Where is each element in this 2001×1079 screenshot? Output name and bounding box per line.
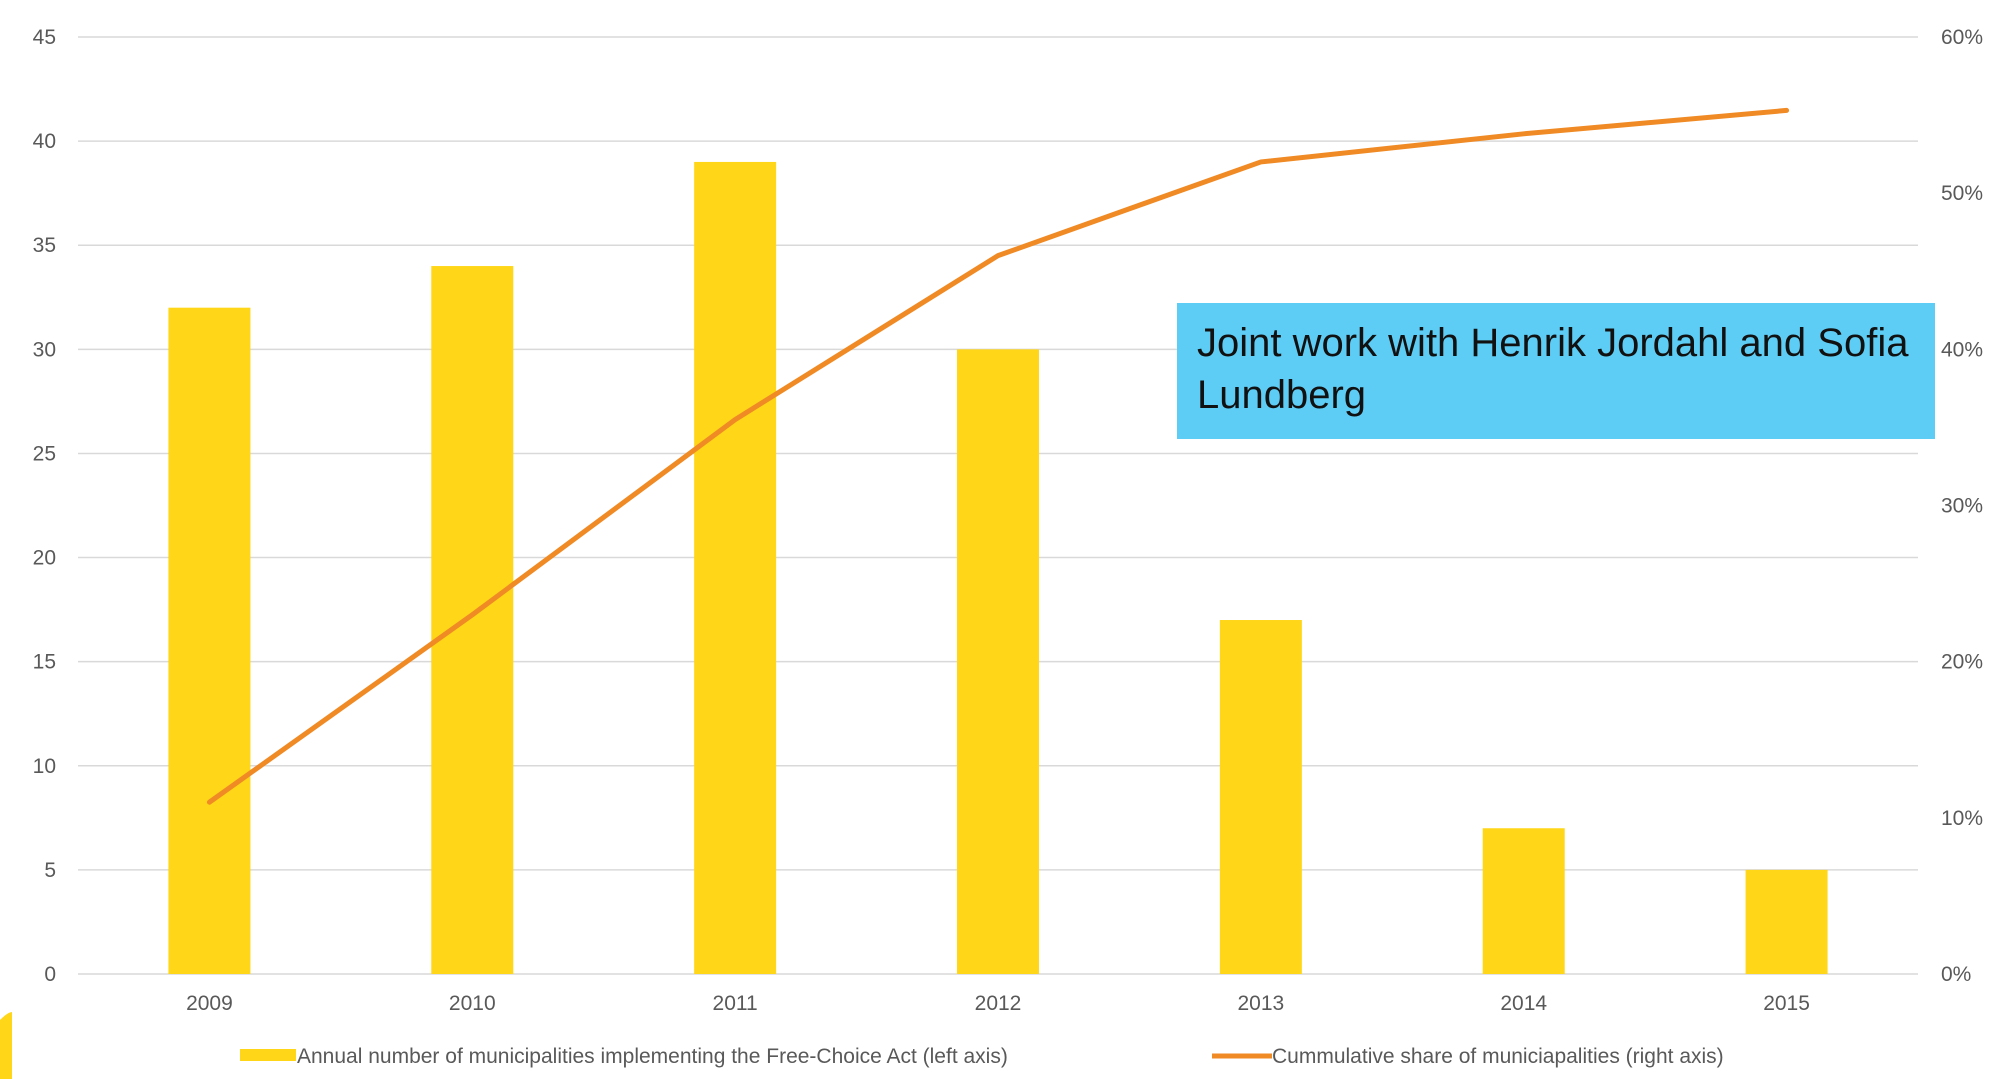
legend-label-bar: Annual number of municipalities implemen… [297,1045,1008,1068]
left-axis-tick-label: 25 [33,442,56,465]
bar [1482,828,1565,974]
accent-shape-icon [0,1012,12,1079]
legend-swatch-bar [240,1049,296,1061]
left-axis-tick-label: 5 [44,859,56,882]
line-series [206,107,1790,805]
bar [431,266,514,974]
right-axis-tick-label: 40% [1941,338,1983,361]
legend-label-line: Cummulative share of municiapalities (ri… [1272,1045,1724,1068]
right-axis-tick-label: 30% [1941,495,1983,518]
x-axis-tick-label: 2009 [186,992,233,1015]
right-axis-tick-label: 60% [1941,26,1983,49]
left-axis-tick-label: 20 [33,547,56,570]
left-axis-tick-label: 35 [33,234,56,257]
left-axis-tick-label: 10 [33,755,56,778]
left-axis: 0 5 10 15 20 25 30 35 40 45 [33,26,56,986]
bar [168,307,251,974]
x-axis: 2009 2010 2011 2012 2013 2014 2015 [186,992,1810,1015]
x-axis-tick-label: 2010 [449,992,496,1015]
right-axis-tick-label: 20% [1941,651,1983,674]
callout-text: Joint work with Henrik Jordahl and Sofia… [1197,321,1909,417]
x-axis-tick-label: 2014 [1500,992,1547,1015]
right-axis-tick-label: 50% [1941,182,1983,205]
bar [694,161,777,974]
x-axis-tick-label: 2013 [1237,992,1284,1015]
left-axis-tick-label: 15 [33,651,56,674]
x-axis-tick-label: 2011 [713,992,758,1015]
bar [957,349,1039,974]
right-axis: 0% 10% 20% 30% 40% 50% 60% [1941,26,1983,986]
legend: Annual number of municipalities implemen… [240,1045,1724,1068]
right-axis-tick-label: 10% [1941,807,1983,830]
x-axis-tick-label: 2012 [975,992,1022,1015]
bar-series [168,161,1828,974]
left-axis-tick-label: 0 [44,963,56,986]
x-axis-tick-label: 2015 [1763,992,1810,1015]
left-axis-tick-label: 30 [33,338,56,361]
left-axis-tick-label: 45 [33,26,56,49]
callout-box: Joint work with Henrik Jordahl and Sofia… [1177,303,1935,439]
left-axis-tick-label: 40 [33,130,56,153]
right-axis-tick-label: 0% [1941,963,1971,986]
bar [1745,869,1828,974]
bar [1219,620,1302,974]
